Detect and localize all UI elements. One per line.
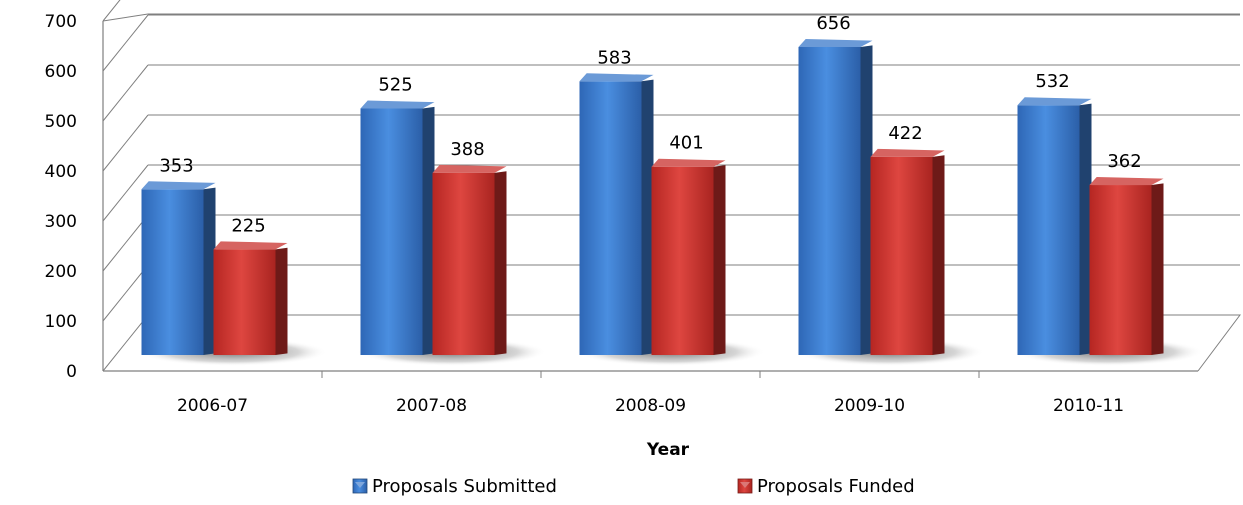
bar-side (422, 106, 435, 355)
bar-side (275, 247, 288, 355)
y-tick-label: 600 (45, 62, 77, 82)
x-tick-label: 2007-08 (396, 396, 467, 416)
bar (432, 164, 507, 355)
bar (579, 73, 654, 356)
x-tick-label: 2006-07 (177, 396, 248, 416)
data-label: 353 (159, 155, 193, 176)
side-wall-gridline (102, 164, 149, 222)
bar-side (641, 79, 654, 356)
bar-top (141, 181, 216, 190)
bar (798, 39, 873, 356)
side-wall-gridline (102, 264, 149, 322)
bar-side (494, 171, 507, 355)
bar-top (870, 148, 945, 157)
bar (141, 181, 216, 355)
bar (360, 100, 435, 355)
side-wall-gridline (102, 214, 149, 272)
y-tick-label: 700 (45, 12, 77, 32)
data-label: 583 (597, 47, 631, 68)
y-tick-label: 100 (45, 312, 77, 332)
bar-front (213, 249, 276, 355)
bars (141, 39, 1164, 356)
legend-label: Proposals Submitted (372, 476, 557, 497)
data-label: 422 (888, 123, 922, 144)
side-wall-gridline (102, 114, 149, 172)
bar-top (579, 73, 654, 82)
bar-top (651, 158, 726, 167)
side-wall-gridline (102, 14, 149, 72)
bar-front (651, 166, 714, 355)
bar (213, 241, 288, 355)
data-label: 362 (1107, 151, 1141, 172)
y-tick-label: 200 (45, 262, 77, 282)
x-tick-label: 2010-11 (1053, 396, 1124, 416)
legend-item: Proposals Submitted (352, 476, 557, 497)
data-label: 532 (1035, 71, 1069, 92)
bar-front (798, 47, 861, 355)
bar-front (1089, 185, 1152, 355)
bar-front (579, 81, 642, 356)
side-wall-top (102, 13, 149, 22)
bar-front (870, 156, 933, 355)
bar-top (798, 39, 873, 47)
y-tick-label: 0 (66, 362, 77, 382)
bar-side (203, 187, 216, 355)
bar-front (1017, 105, 1080, 355)
data-label: 656 (816, 13, 850, 34)
bar (651, 158, 726, 355)
data-label: 225 (231, 215, 265, 236)
bar-front (141, 189, 204, 355)
y-tick-label: 500 (45, 112, 77, 132)
bar-front (360, 108, 423, 355)
labels: 0 100 200 300 400 500 600 700 2006-07 353 225 2007-… (45, 12, 1142, 416)
y-tick-label: 400 (45, 162, 77, 182)
side-wall-gridline (102, 64, 149, 122)
x-tick-label: 2008-09 (615, 396, 686, 416)
legend-item: Proposals Funded (737, 476, 915, 497)
bar-side (932, 155, 945, 355)
bar-top (360, 100, 435, 109)
side-wall-gridline (102, 0, 121, 22)
bar-front (432, 172, 495, 355)
legend-swatch-highlight (740, 482, 750, 488)
data-label: 525 (378, 75, 412, 96)
data-label: 401 (669, 133, 703, 154)
legend-label: Proposals Funded (757, 476, 915, 497)
bar (870, 148, 945, 355)
bar-side (1079, 103, 1092, 356)
legend: Proposals Submitted Proposals Funded (352, 476, 915, 497)
bar-side (713, 165, 726, 355)
bar-side (1151, 183, 1164, 355)
legend-swatch-highlight (355, 482, 365, 488)
y-tick-label: 300 (45, 212, 77, 232)
bar-top (432, 164, 507, 173)
bar-top (1089, 177, 1164, 186)
bar (1089, 177, 1164, 355)
bar-top (213, 241, 288, 250)
bar-side (860, 45, 873, 356)
bar (1017, 97, 1092, 356)
bar-top (1017, 97, 1092, 106)
data-label: 388 (450, 139, 484, 160)
x-tick-label: 2009-10 (834, 396, 905, 416)
x-axis-title: Year (646, 440, 690, 460)
